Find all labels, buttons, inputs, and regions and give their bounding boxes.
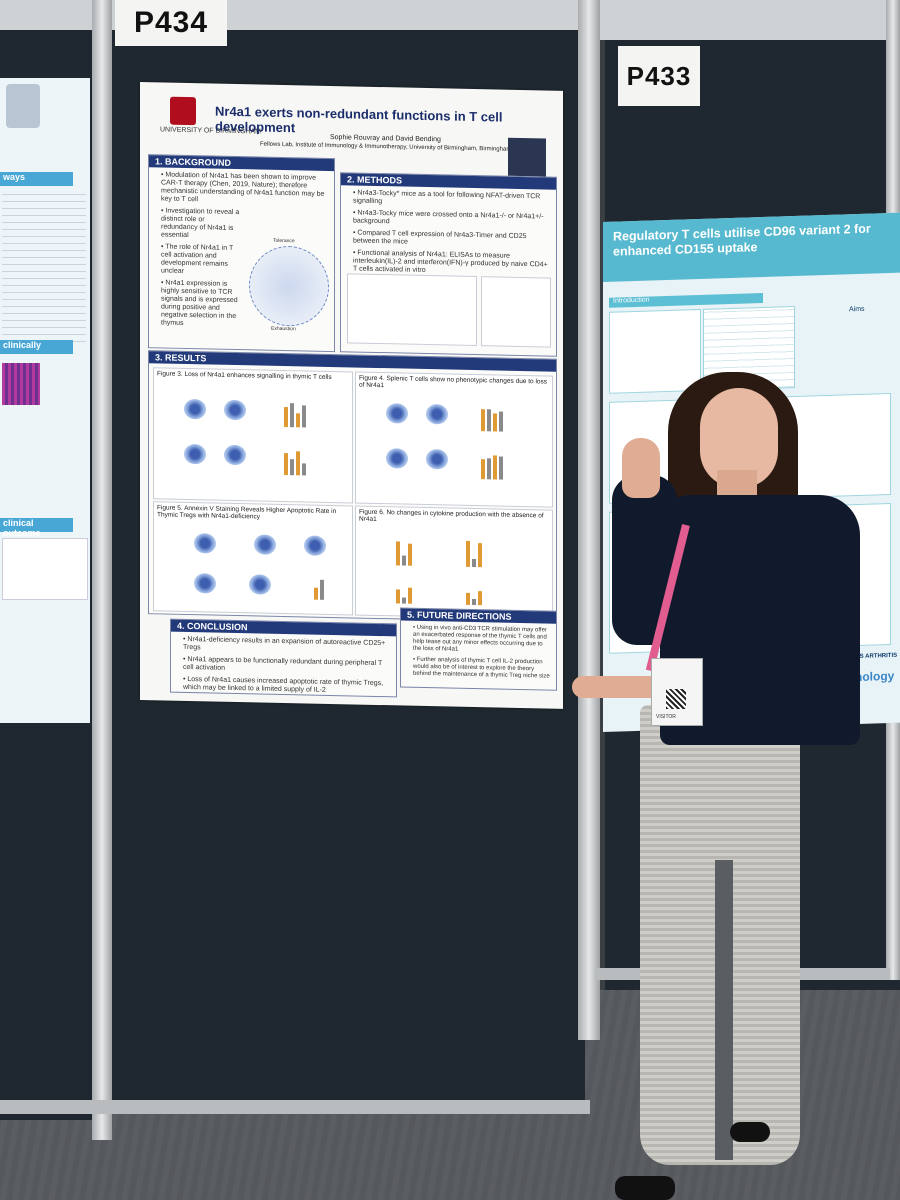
person-shoe — [730, 1122, 770, 1142]
bar-chart — [396, 579, 412, 604]
section-results: 3. RESULTS Figure 3. Loss of Nr4a1 enhan… — [148, 350, 557, 623]
bar-chart — [481, 405, 503, 432]
left-poster: ways clinically clinical outcome — [0, 78, 90, 723]
university-crest-icon — [170, 96, 196, 126]
intro-figure — [609, 308, 701, 394]
heatmap — [2, 363, 40, 405]
flow-plot — [224, 444, 246, 466]
flow-plot — [426, 448, 448, 470]
figure-5: Figure 5. Annexin V Staining Reveals Hig… — [153, 501, 353, 616]
bullet: • Nr4a1 appears to be functionally redun… — [183, 655, 383, 672]
left-poster-band: ways — [0, 172, 73, 186]
bar-chart — [466, 581, 482, 606]
flow-plot — [254, 534, 276, 555]
figure-6: Figure 6. No changes in cytokine product… — [355, 505, 553, 620]
aims-label: Aims — [849, 305, 865, 314]
flow-plot — [194, 533, 216, 554]
bullet: • Modulation of Nr4a1 has been shown to … — [161, 171, 325, 204]
flow-plot — [304, 535, 326, 556]
pole-center — [578, 0, 600, 1040]
bar-chart — [481, 453, 503, 480]
left-poster-band: clinical outcome — [0, 518, 73, 538]
person-raised-hand — [622, 438, 660, 498]
section-conclusion: 4. CONCLUSION • Nr4a1-deficiency results… — [170, 618, 397, 698]
person-pointing-arm — [760, 540, 855, 710]
section-heading: 4. CONCLUSION — [171, 619, 396, 637]
left-poster-text — [2, 192, 86, 342]
diagram-label: Exhaustion — [271, 325, 296, 333]
portrait-photo — [6, 84, 40, 128]
bullet: • Further analysis of thymic T cell IL-2… — [413, 656, 550, 680]
right-poster-intro-band: Introduction — [609, 292, 763, 308]
signalling-diagram — [249, 245, 329, 327]
main-poster: UNIVERSITY OF BIRMINGHAM Nr4a1 exerts no… — [140, 82, 563, 709]
bullet: • Compared T cell expression of Nr4a3-Ti… — [353, 229, 527, 246]
flow-plot — [184, 443, 206, 465]
figure-4: Figure 4. Splenic T cells show no phenot… — [355, 371, 553, 508]
section-heading: 1. BACKGROUND — [149, 155, 334, 172]
bar-chart — [284, 449, 306, 476]
flow-plot — [184, 398, 206, 420]
flow-plot — [224, 399, 246, 421]
section-methods: 2. METHODS • Nr4a3-Tocky* mice as a tool… — [340, 172, 557, 357]
section-heading: 5. FUTURE DIRECTIONS — [401, 608, 556, 624]
figure-3: Figure 3. Loss of Nr4a1 enhances signall… — [153, 367, 353, 504]
flow-plot — [194, 573, 216, 594]
figure-caption: Figure 5. Annexin V Staining Reveals Hig… — [157, 504, 337, 521]
right-poster-title: Regulatory T cells utilise CD96 variant … — [613, 221, 871, 259]
timer-plot — [481, 276, 551, 348]
badge-label: VISITOR — [656, 714, 676, 720]
flow-plot — [249, 574, 271, 595]
qr-code-icon — [666, 689, 686, 709]
visitor-badge: VISITOR — [651, 658, 703, 726]
figure-caption: Figure 6. No changes in cytokine product… — [359, 508, 544, 523]
poster-authors: Sophie Rouvray and David Bending — [330, 133, 441, 144]
right-poster-header: Regulatory T cells utilise CD96 variant … — [603, 212, 900, 282]
trouser-leg-gap — [715, 860, 733, 1160]
bar-chart — [396, 537, 412, 566]
bullet: • Nr4a1 expression is highly sensitive t… — [161, 279, 238, 327]
bullet: • Nr4a1-deficiency results in an expansi… — [183, 635, 386, 652]
bullet: • Loss of Nr4a1 causes increased apoptot… — [183, 675, 384, 694]
section-heading: 2. METHODS — [341, 173, 556, 190]
survival-plot — [2, 538, 88, 600]
bullet: • Nr4a3-Tocky mice were crossed onto a N… — [353, 209, 544, 226]
bullet: • The role of Nr4a1 in T cell activation… — [161, 243, 234, 275]
poster-header: UNIVERSITY OF BIRMINGHAM Nr4a1 exerts no… — [140, 82, 563, 179]
poster-affiliation: Fellows Lab, Institute of Immunology & I… — [260, 141, 523, 154]
section-future-directions: 5. FUTURE DIRECTIONS • Using in vivo ant… — [400, 607, 557, 691]
pole-left — [92, 0, 112, 1140]
bullet: • Nr4a3-Tocky* mice as a tool for follow… — [353, 189, 541, 206]
person-shoe — [615, 1176, 675, 1200]
bullet: • Using in vivo anti-CD3 TCR stimulation… — [413, 624, 547, 653]
flow-plot — [386, 403, 408, 424]
section-background: 1. BACKGROUND • Modulation of Nr4a1 has … — [148, 154, 335, 353]
flow-plot — [386, 448, 408, 469]
diagram-label: Tolerance — [273, 237, 295, 245]
figure-caption: Figure 4. Splenic T cells show no phenot… — [359, 374, 548, 390]
institute-logo-icon — [508, 137, 546, 179]
bar-chart — [466, 539, 482, 568]
bar-chart — [284, 401, 306, 428]
flow-plot — [426, 403, 448, 425]
left-poster-band: clinically — [0, 340, 73, 354]
bullet: • Investigation to reveal a distinct rol… — [161, 207, 240, 240]
board-number-p434: P434 — [115, 0, 227, 46]
bar-chart — [314, 578, 324, 600]
board-number-p433: P433 — [618, 46, 700, 106]
methods-workflow-diagram — [347, 273, 477, 347]
bottom-rail — [0, 1100, 590, 1114]
figure-caption: Figure 3. Loss of Nr4a1 enhances signall… — [157, 370, 332, 382]
